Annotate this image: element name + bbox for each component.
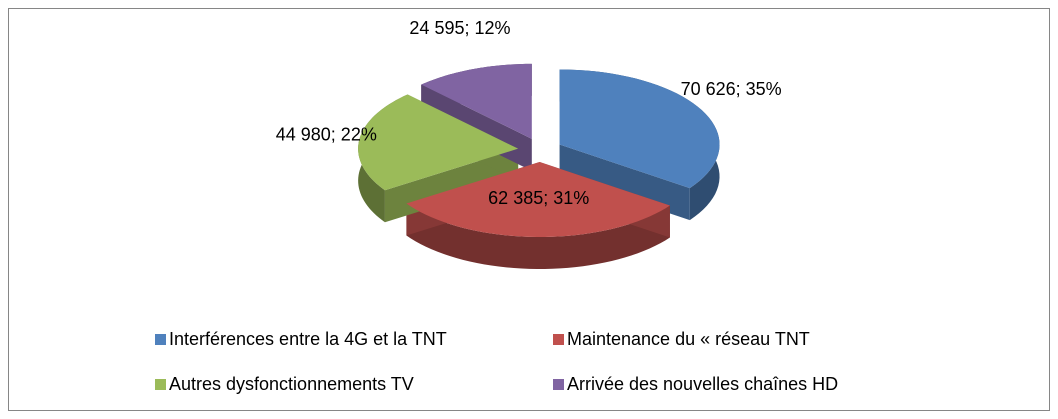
data-label: 24 595; 12% [409,18,510,38]
legend-label: Maintenance du « réseau TNT [567,329,810,349]
slice [421,63,532,139]
legend-swatch [155,379,166,390]
slice [358,94,519,191]
legend-swatch [553,379,564,390]
legend-label: Arrivée des nouvelles chaînes HD [567,374,838,394]
data-label: 70 626; 35% [681,79,782,99]
legend-swatch [553,334,564,345]
legend-label: Autres dysfonctionnements TV [169,374,414,394]
slice [559,69,720,189]
legend-label: Interférences entre la 4G et la TNT [169,329,447,349]
data-label: 62 385; 31% [488,188,589,208]
legend-swatch [155,334,166,345]
slice-side [406,203,670,269]
data-label: 44 980; 22% [276,124,377,144]
slice [406,161,670,237]
slice-cut [559,144,690,221]
